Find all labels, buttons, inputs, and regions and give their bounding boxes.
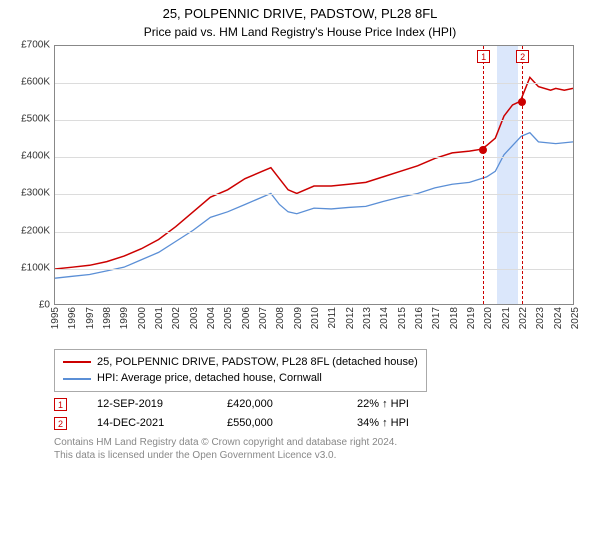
x-tick-label: 2011 bbox=[327, 307, 338, 329]
x-tick-label: 2005 bbox=[223, 307, 234, 329]
x-tick-label: 2004 bbox=[206, 307, 217, 329]
gridline bbox=[55, 120, 573, 121]
x-tick-label: 2020 bbox=[483, 307, 494, 329]
gridline bbox=[55, 232, 573, 233]
x-tick-label: 2019 bbox=[466, 307, 477, 329]
x-tick-label: 2000 bbox=[137, 307, 148, 329]
event-delta: 22% ↑ HPI bbox=[357, 398, 457, 410]
legend-label: HPI: Average price, detached house, Corn… bbox=[97, 370, 322, 387]
event-flag: 2 bbox=[516, 50, 529, 63]
x-tick-label: 2017 bbox=[431, 307, 442, 329]
x-tick-label: 2016 bbox=[414, 307, 425, 329]
legend: 25, POLPENNIC DRIVE, PADSTOW, PL28 8FL (… bbox=[54, 349, 427, 392]
x-tick-label: 1996 bbox=[67, 307, 78, 329]
x-tick-label: 2024 bbox=[553, 307, 564, 329]
footer-text: Contains HM Land Registry data © Crown c… bbox=[54, 436, 590, 462]
event-table: 1 12-SEP-2019 £420,000 22% ↑ HPI 2 14-DEC-202… bbox=[54, 398, 590, 430]
x-tick-label: 2014 bbox=[379, 307, 390, 329]
event-delta: 34% ↑ HPI bbox=[357, 417, 457, 429]
x-tick-label: 2021 bbox=[501, 307, 512, 329]
event-row: 2 14-DEC-2021 £550,000 34% ↑ HPI bbox=[54, 417, 590, 430]
y-tick-label: £100K bbox=[10, 262, 50, 273]
series-line bbox=[55, 77, 573, 269]
legend-swatch bbox=[63, 378, 91, 380]
event-vline bbox=[483, 46, 484, 304]
event-date: 12-SEP-2019 bbox=[97, 398, 197, 410]
x-tick-label: 2025 bbox=[570, 307, 581, 329]
x-tick-label: 2007 bbox=[258, 307, 269, 329]
y-tick-label: £400K bbox=[10, 151, 50, 162]
x-tick-label: 2008 bbox=[275, 307, 286, 329]
x-tick-label: 1999 bbox=[119, 307, 130, 329]
event-flag-icon: 2 bbox=[54, 417, 67, 430]
chart-area: 12 1995199619971998199920002001200220032… bbox=[10, 45, 590, 345]
plot-region: 12 bbox=[54, 45, 574, 305]
chart-title: 25, POLPENNIC DRIVE, PADSTOW, PL28 8FL bbox=[10, 6, 590, 23]
x-tick-label: 1998 bbox=[102, 307, 113, 329]
chart-subtitle: Price paid vs. HM Land Registry's House … bbox=[10, 25, 590, 39]
event-flag-icon: 1 bbox=[54, 398, 67, 411]
gridline bbox=[55, 269, 573, 270]
legend-label: 25, POLPENNIC DRIVE, PADSTOW, PL28 8FL (… bbox=[97, 354, 418, 371]
gridline bbox=[55, 194, 573, 195]
x-tick-label: 2001 bbox=[154, 307, 165, 329]
x-tick-label: 2003 bbox=[189, 307, 200, 329]
price-marker bbox=[479, 146, 487, 154]
x-tick-label: 2009 bbox=[293, 307, 304, 329]
event-price: £420,000 bbox=[227, 398, 327, 410]
x-tick-label: 1997 bbox=[85, 307, 96, 329]
y-tick-label: £700K bbox=[10, 39, 50, 50]
series-line bbox=[55, 133, 573, 279]
x-tick-label: 2015 bbox=[397, 307, 408, 329]
event-row: 1 12-SEP-2019 £420,000 22% ↑ HPI bbox=[54, 398, 590, 411]
y-tick-label: £300K bbox=[10, 188, 50, 199]
legend-swatch bbox=[63, 361, 91, 363]
x-tick-label: 2006 bbox=[241, 307, 252, 329]
y-tick-label: £600K bbox=[10, 77, 50, 88]
x-tick-label: 2022 bbox=[518, 307, 529, 329]
event-vline bbox=[522, 46, 523, 304]
x-tick-label: 2018 bbox=[449, 307, 460, 329]
x-tick-label: 2023 bbox=[535, 307, 546, 329]
event-date: 14-DEC-2021 bbox=[97, 417, 197, 429]
x-tick-label: 2012 bbox=[345, 307, 356, 329]
gridline bbox=[55, 157, 573, 158]
y-tick-label: £500K bbox=[10, 114, 50, 125]
x-tick-label: 2002 bbox=[171, 307, 182, 329]
x-axis-labels: 1995199619971998199920002001200220032004… bbox=[54, 307, 574, 345]
event-flag: 1 bbox=[477, 50, 490, 63]
x-tick-label: 2010 bbox=[310, 307, 321, 329]
price-marker bbox=[518, 98, 526, 106]
legend-item: HPI: Average price, detached house, Corn… bbox=[63, 370, 418, 387]
event-price: £550,000 bbox=[227, 417, 327, 429]
legend-item: 25, POLPENNIC DRIVE, PADSTOW, PL28 8FL (… bbox=[63, 354, 418, 371]
x-tick-label: 1995 bbox=[50, 307, 61, 329]
y-tick-label: £200K bbox=[10, 225, 50, 236]
x-tick-label: 2013 bbox=[362, 307, 373, 329]
y-tick-label: £0 bbox=[10, 299, 50, 310]
gridline bbox=[55, 83, 573, 84]
